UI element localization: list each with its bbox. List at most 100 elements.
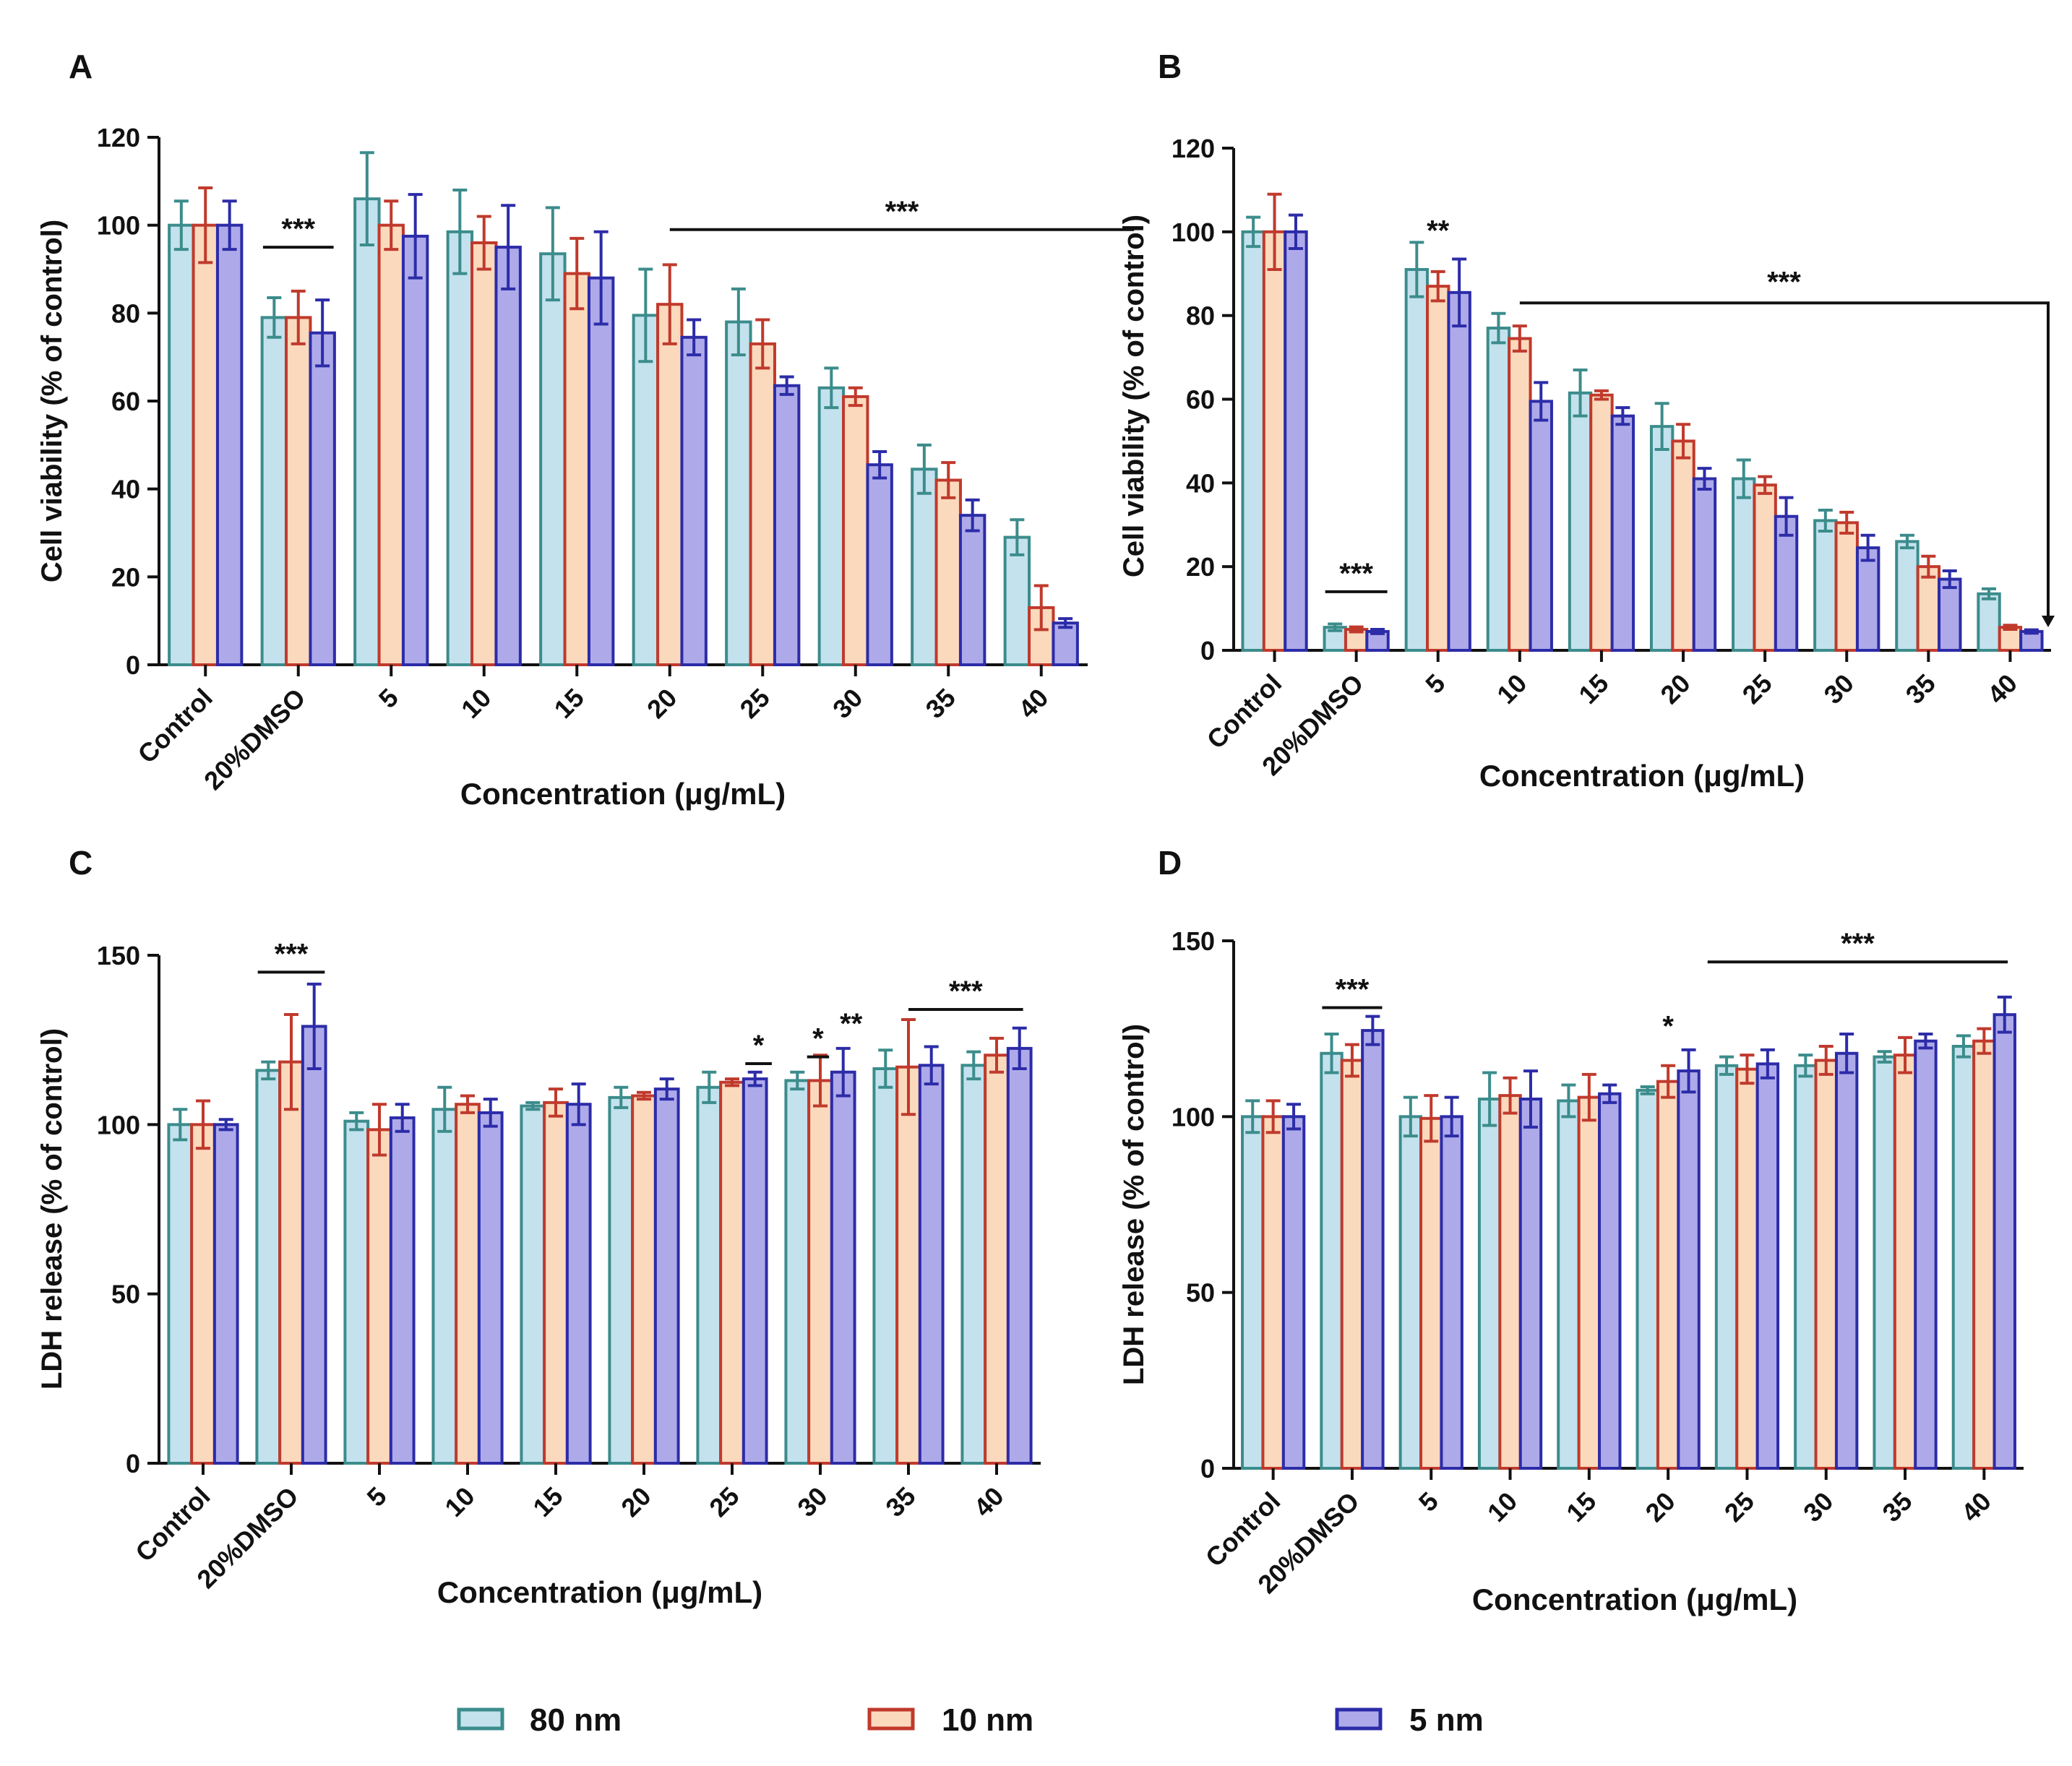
bar-a-s0-c5 [632, 314, 660, 666]
error-bar-c-s2-c6 [747, 1070, 762, 1087]
error-bar-d-s2-c9 [1997, 995, 2012, 1034]
x-tick-label-b: 20 [1654, 668, 1695, 710]
y-tick-label-a: 20 [111, 562, 140, 592]
bar-d-s1-c7 [1814, 1059, 1838, 1470]
significance-a-0: *** [262, 213, 334, 249]
bar-c-s2-c1 [301, 1025, 327, 1465]
error-bar-d-s2-c1 [1365, 1015, 1380, 1046]
bar-b-s0-c0 [1241, 230, 1265, 652]
x-tick-label-a: Control [132, 683, 218, 769]
error-bar-a-s1-c4 [569, 236, 585, 311]
error-bar-c-s1-c0 [196, 1099, 210, 1150]
error-bar-c-s2-c2 [395, 1103, 410, 1133]
bar-c-s1-c4 [543, 1100, 569, 1465]
bar-b-s0-c8 [1895, 540, 1920, 652]
bar-d-s0-c9 [1951, 1045, 1976, 1470]
bar-d-s2-c2 [1440, 1115, 1463, 1470]
bar-c-s0-c0 [167, 1123, 194, 1465]
significance-a-1: *** [669, 196, 1135, 231]
svg-text:***: *** [949, 975, 983, 1007]
error-bar-d-s0-c2 [1403, 1095, 1418, 1138]
error-bar-a-s2-c4 [593, 230, 609, 326]
panel-label-c: C [69, 844, 93, 882]
bar-a-s1-c6 [749, 342, 776, 666]
bar-c-s1-c5 [631, 1094, 657, 1465]
legend-label-5nm: 5 nm [1409, 1702, 1484, 1738]
bar-a-s0-c1 [260, 316, 288, 666]
error-bar-c-s1-c4 [549, 1087, 563, 1118]
x-tick-label-b: 30 [1818, 668, 1860, 710]
bar-c-s2-c8 [918, 1064, 945, 1465]
error-bar-c-s0-c0 [173, 1108, 188, 1142]
error-bar-c-s0-c9 [966, 1050, 981, 1081]
error-bar-d-s1-c8 [1898, 1035, 1913, 1074]
bar-d-s2-c3 [1518, 1098, 1543, 1470]
error-bar-a-s0-c5 [638, 267, 653, 363]
y-tick-label-d: 150 [1172, 926, 1215, 956]
bar-c-s2-c6 [741, 1077, 768, 1465]
bar-c-s2-c5 [653, 1087, 680, 1465]
bar-a-s2-c5 [680, 335, 708, 666]
x-tick-label-b: 5 [1419, 668, 1450, 699]
error-bar-d-s2-c0 [1286, 1103, 1302, 1131]
error-bar-a-s2-c9 [1058, 617, 1073, 629]
error-bar-d-s2-c5 [1681, 1048, 1696, 1094]
y-tick-label-a: 120 [97, 123, 140, 152]
error-bar-a-s0-c6 [731, 287, 746, 357]
svg-text:***: *** [885, 196, 919, 228]
x-tick-label-c: 5 [361, 1481, 392, 1512]
bar-a-s1-c7 [842, 395, 869, 667]
x-tick-label-a: 5 [373, 683, 404, 714]
error-bar-c-s0-c3 [437, 1085, 452, 1133]
bar-a-s1-c5 [656, 303, 684, 666]
x-tick-label-a: 30 [827, 683, 868, 724]
bar-d-s0-c6 [1714, 1064, 1739, 1470]
bar-c-s1-c0 [190, 1123, 216, 1465]
significance-c-3: ** [840, 1008, 863, 1040]
error-bar-c-s1-c6 [725, 1077, 739, 1087]
error-bar-b-s1-c2 [1430, 270, 1445, 303]
x-tick-label-b: 10 [1491, 668, 1532, 710]
error-bar-d-s2-c7 [1839, 1032, 1854, 1074]
error-bar-b-s1-c1 [1349, 625, 1364, 634]
y-tick-label-d: 50 [1186, 1278, 1215, 1308]
bar-a-s2-c0 [215, 223, 244, 666]
error-bar-b-s1-c4 [1594, 389, 1609, 401]
error-bar-b-s1-c9 [2003, 624, 2018, 632]
bar-d-s2-c8 [1914, 1039, 1938, 1470]
legend-label-80nm: 80 nm [530, 1702, 622, 1738]
significance-d-2: *** [1707, 928, 2008, 964]
error-bar-d-s1-c1 [1344, 1043, 1359, 1078]
significance-b-1: ** [1427, 215, 1450, 246]
legend-label-10nm: 10 nm [942, 1702, 1033, 1738]
error-bar-d-s0-c5 [1640, 1085, 1655, 1095]
error-bar-c-s1-c5 [637, 1090, 651, 1101]
panel-label-d: D [1158, 844, 1182, 882]
x-axis-label-a: Concentration (μg/mL) [460, 777, 786, 811]
error-bar-b-s1-c7 [1839, 510, 1854, 535]
x-tick-label-b: 40 [1982, 668, 2023, 710]
bar-d-s1-c5 [1656, 1080, 1680, 1470]
error-bar-b-s0-c5 [1654, 402, 1669, 451]
bar-d-s0-c3 [1477, 1098, 1502, 1470]
error-bar-c-s2-c4 [571, 1082, 586, 1127]
svg-text:***: *** [1339, 558, 1373, 590]
panel-label-a: A [69, 48, 93, 85]
x-tick-label-c: 35 [880, 1481, 921, 1522]
error-bar-a-s2-c0 [222, 199, 237, 251]
error-bar-b-s2-c7 [1860, 533, 1875, 562]
error-bar-d-s0-c8 [1877, 1050, 1892, 1064]
bar-d-s1-c2 [1419, 1116, 1443, 1470]
bar-a-s2-c6 [773, 384, 801, 666]
legend-swatch-10nm [867, 1707, 915, 1731]
bar-a-s0-c6 [725, 320, 752, 666]
error-bar-b-s2-c1 [1370, 628, 1385, 635]
error-bar-b-s1-c0 [1267, 192, 1282, 271]
bar-d-s1-c3 [1498, 1094, 1522, 1470]
bar-d-s0-c7 [1794, 1064, 1818, 1470]
bar-c-s0-c8 [872, 1067, 899, 1465]
error-bar-d-s1-c4 [1581, 1072, 1596, 1122]
